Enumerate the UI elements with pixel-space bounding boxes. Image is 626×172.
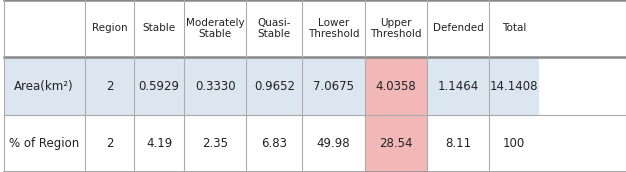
Bar — [364, 115, 427, 172]
Text: 2: 2 — [106, 137, 113, 150]
Text: Defended: Defended — [433, 23, 483, 33]
Bar — [184, 115, 246, 172]
Bar — [364, 0, 427, 57]
Bar — [135, 57, 184, 115]
Bar — [4, 0, 85, 57]
Bar — [246, 0, 302, 57]
Text: Lower
Threshold: Lower Threshold — [308, 18, 359, 39]
Bar — [184, 0, 246, 57]
Text: Quasi-
Stable: Quasi- Stable — [257, 18, 291, 39]
Text: Total: Total — [502, 23, 526, 33]
Text: 2.35: 2.35 — [202, 137, 228, 150]
Text: 49.98: 49.98 — [317, 137, 351, 150]
Text: 6.83: 6.83 — [261, 137, 287, 150]
Bar — [489, 57, 539, 115]
Text: 0.5929: 0.5929 — [139, 79, 180, 93]
Text: 0.3330: 0.3330 — [195, 79, 235, 93]
Text: 7.0675: 7.0675 — [313, 79, 354, 93]
Bar — [489, 115, 539, 172]
Text: 14.1408: 14.1408 — [490, 79, 538, 93]
Text: % of Region: % of Region — [9, 137, 79, 150]
Bar — [4, 115, 85, 172]
Text: 0.9652: 0.9652 — [254, 79, 295, 93]
Bar — [246, 57, 302, 115]
Bar — [427, 0, 489, 57]
Text: 28.54: 28.54 — [379, 137, 413, 150]
Text: Region: Region — [91, 23, 127, 33]
Text: 1.1464: 1.1464 — [438, 79, 478, 93]
Bar — [302, 115, 364, 172]
Bar — [85, 0, 135, 57]
Bar — [427, 57, 489, 115]
Text: Moderately
Stable: Moderately Stable — [186, 18, 245, 39]
Bar — [135, 0, 184, 57]
Bar — [427, 115, 489, 172]
Bar — [364, 57, 427, 115]
Bar — [85, 57, 135, 115]
Bar — [4, 57, 85, 115]
Bar — [302, 0, 364, 57]
Text: 4.19: 4.19 — [146, 137, 172, 150]
Text: 4.0358: 4.0358 — [376, 79, 416, 93]
Text: 2: 2 — [106, 79, 113, 93]
Text: 8.11: 8.11 — [445, 137, 471, 150]
Bar — [302, 57, 364, 115]
Text: 100: 100 — [503, 137, 525, 150]
Bar — [489, 0, 539, 57]
Text: Stable: Stable — [143, 23, 176, 33]
Text: Area(km²): Area(km²) — [14, 79, 74, 93]
Bar — [246, 115, 302, 172]
Bar — [184, 57, 246, 115]
Text: Upper
Threshold: Upper Threshold — [370, 18, 421, 39]
Bar — [135, 115, 184, 172]
Bar — [85, 115, 135, 172]
